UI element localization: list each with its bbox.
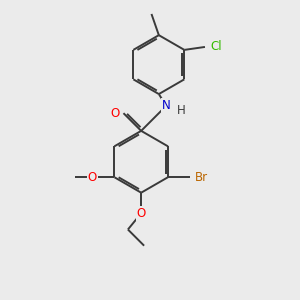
Text: O: O — [111, 107, 120, 120]
Text: Br: Br — [195, 171, 208, 184]
Text: H: H — [176, 104, 185, 117]
Text: O: O — [88, 171, 97, 184]
Text: O: O — [136, 207, 146, 220]
Text: N: N — [162, 99, 171, 112]
Text: Cl: Cl — [210, 40, 222, 53]
